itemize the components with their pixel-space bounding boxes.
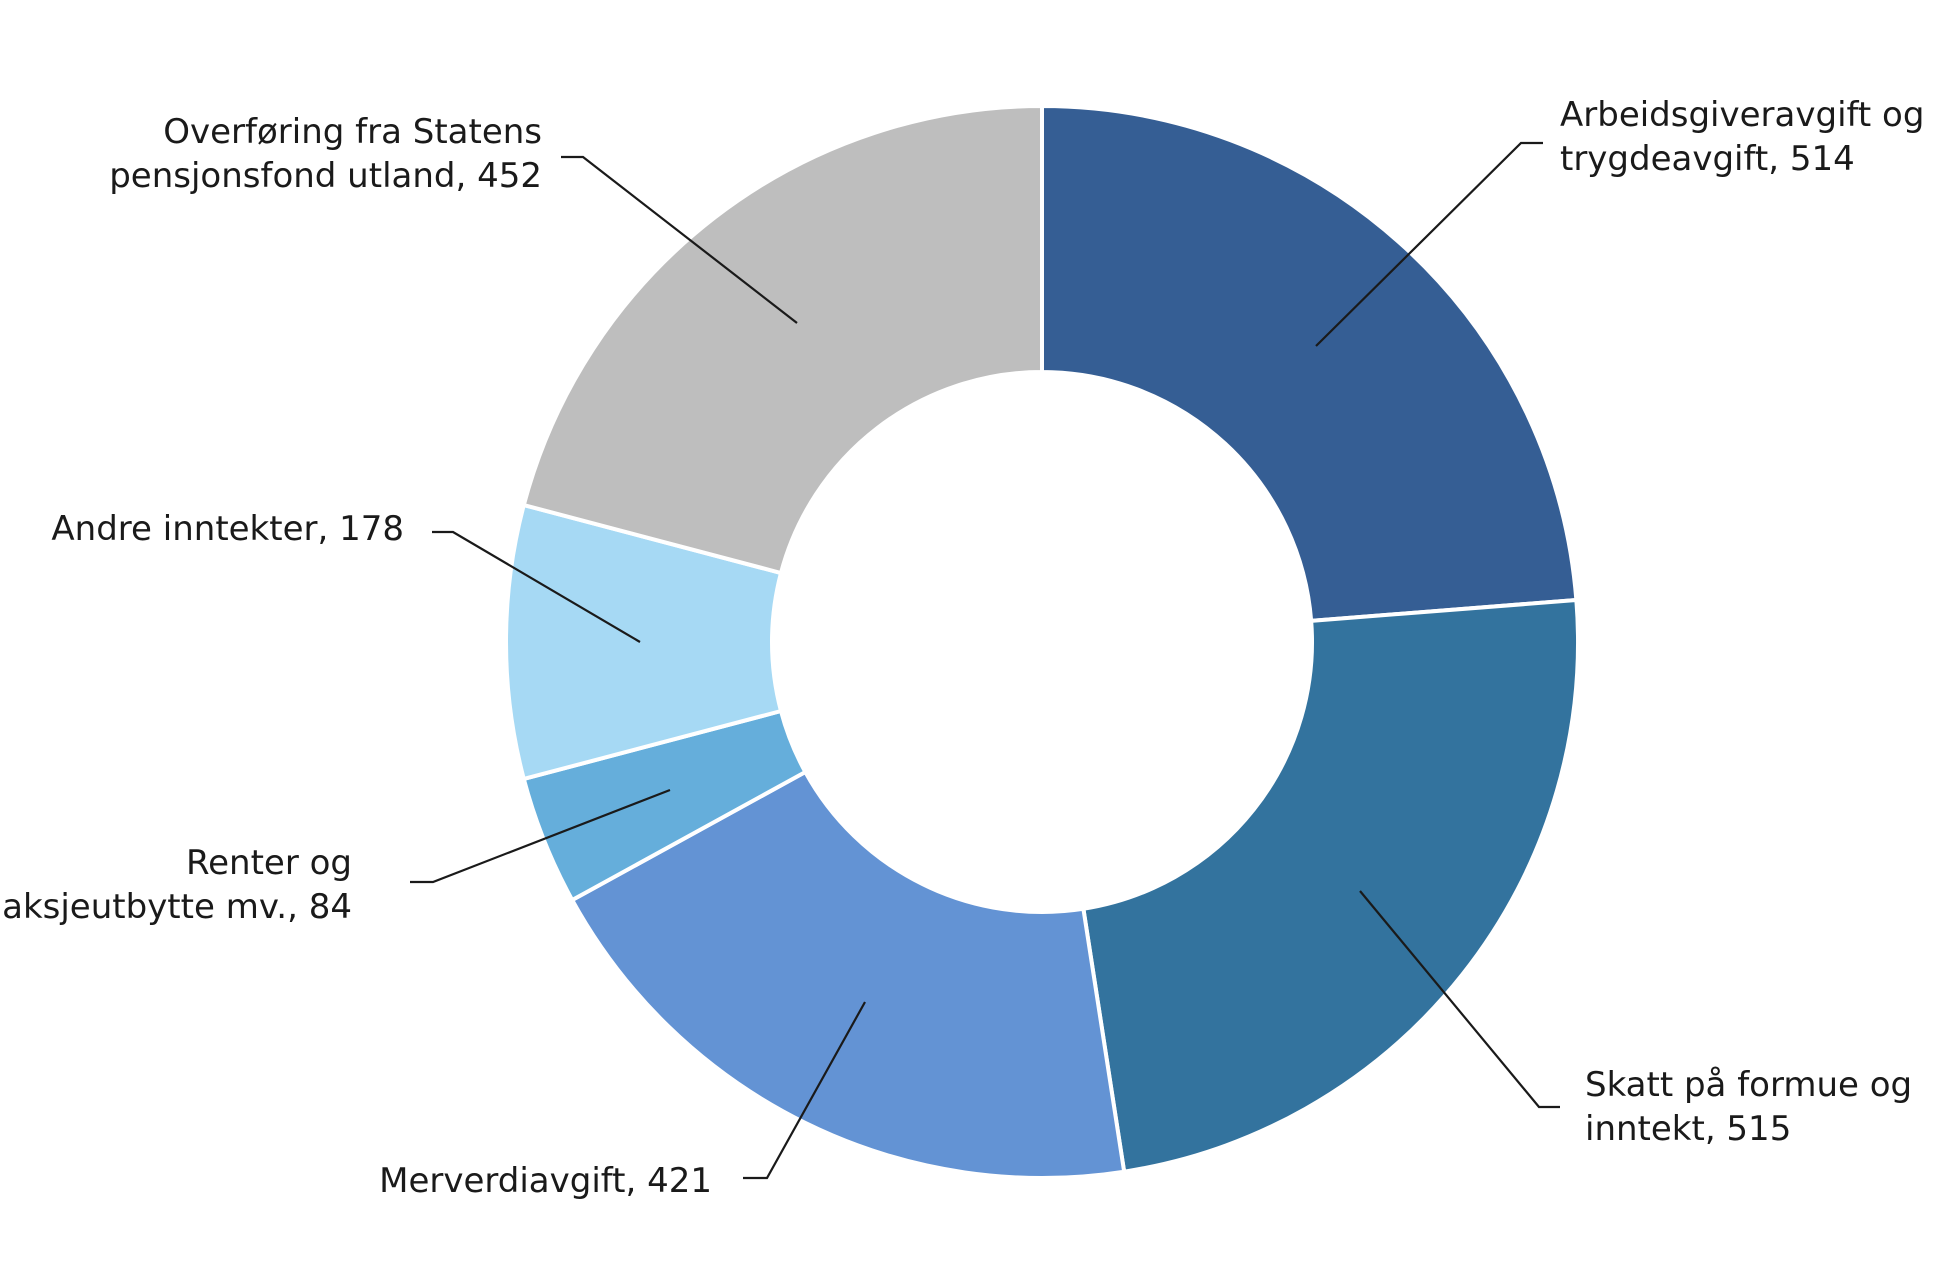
leader-line-skatt bbox=[1359, 890, 1560, 1109]
label-line-andre-1: Andre inntekter, 178 bbox=[51, 509, 404, 549]
label-renter: Renter og aksjeutbytte mv., 84 bbox=[2, 843, 352, 927]
slice-overforing bbox=[521, 103, 1044, 576]
leader-lines-group bbox=[410, 141, 1560, 1180]
slice-arbeidsgiveravgift bbox=[1040, 103, 1579, 624]
label-line-renter-1: Renter og bbox=[186, 843, 352, 883]
label-line-arbeidsgiveravgift-1: Arbeidsgiveravgift og bbox=[1560, 95, 1924, 135]
leader-line-andre bbox=[432, 530, 641, 643]
label-merverdiavgift: Merverdiavgift, 421 bbox=[379, 1161, 712, 1201]
label-line-arbeidsgiveravgift-2: trygdeavgift, 514 bbox=[1560, 139, 1855, 179]
slice-merverdiavgift bbox=[569, 769, 1127, 1180]
leader-line-merverdiavgift bbox=[743, 1001, 866, 1180]
label-andre: Andre inntekter, 178 bbox=[51, 509, 404, 549]
slices-group bbox=[504, 103, 1580, 1180]
slice-skatt bbox=[1081, 597, 1580, 1174]
label-line-overforing-2: pensjonsfond utland, 452 bbox=[109, 156, 542, 196]
label-overforing: Overføring fra Statens pensjonsfond utlan… bbox=[109, 112, 542, 196]
leader-line-arbeidsgiveravgift bbox=[1315, 141, 1543, 347]
label-arbeidsgiveravgift: Arbeidsgiveravgift og trygdeavgift, 514 bbox=[1560, 95, 1924, 179]
labels-group: Arbeidsgiveravgift og trygdeavgift, 514 Sk… bbox=[2, 95, 1924, 1201]
leader-line-overforing bbox=[561, 155, 798, 324]
label-line-overforing-1: Overføring fra Statens bbox=[163, 112, 542, 152]
label-line-merverdiavgift-1: Merverdiavgift, 421 bbox=[379, 1161, 712, 1201]
label-line-skatt-2: inntekt, 515 bbox=[1585, 1109, 1791, 1149]
label-line-skatt-1: Skatt på formue og bbox=[1585, 1065, 1912, 1105]
label-skatt: Skatt på formue og inntekt, 515 bbox=[1585, 1065, 1912, 1149]
label-line-renter-2: aksjeutbytte mv., 84 bbox=[2, 887, 352, 927]
leader-line-renter bbox=[410, 788, 671, 884]
